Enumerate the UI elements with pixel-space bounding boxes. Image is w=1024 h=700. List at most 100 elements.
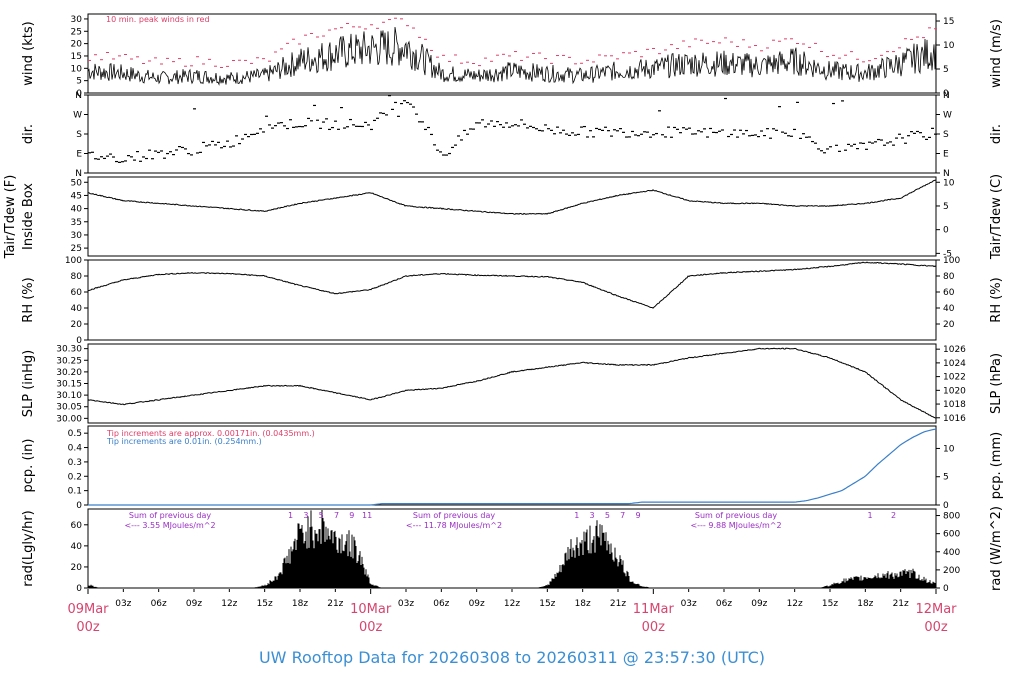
x-day-label-time: 00z bbox=[76, 620, 100, 635]
x-tick-label: 12z bbox=[221, 599, 237, 609]
y-tick-label-right: N bbox=[943, 169, 950, 179]
y-axis-label-left: Inside Box bbox=[21, 183, 36, 250]
footer-title: UW Rooftop Data for 20260308 to 20260311… bbox=[258, 648, 766, 667]
y-tick-label-left: 0.1 bbox=[68, 487, 82, 497]
x-day-label-date: 10Mar bbox=[350, 602, 392, 617]
y-axis-label-left: SLP (inHg) bbox=[21, 350, 36, 418]
precip-accum-line bbox=[88, 428, 937, 506]
y-tick-label-right: 400 bbox=[943, 548, 960, 558]
y-tick-label-right: N bbox=[943, 91, 950, 101]
x-tick-label: 09z bbox=[751, 599, 767, 609]
y-tick-label-left: 25 bbox=[71, 244, 82, 254]
precip-legend-tip: Tip increments are 0.01in. (0.254mm.) bbox=[106, 437, 262, 446]
y-tick-label-left: 30.10 bbox=[56, 391, 82, 401]
daily-sum-note-title: Sum of previous day bbox=[413, 511, 495, 520]
y-tick-label-left: 0 bbox=[76, 336, 82, 346]
y-tick-label-right: 200 bbox=[943, 566, 960, 576]
panel-frame-rh bbox=[87, 259, 937, 341]
x-tick-label: 15z bbox=[822, 599, 838, 609]
y-axis-label-right: SLP (hPa) bbox=[989, 353, 1004, 414]
x-tick-label: 06z bbox=[433, 599, 449, 609]
y-tick-label-right: 10 bbox=[943, 178, 955, 188]
y-tick-label-left: 25 bbox=[71, 27, 82, 37]
y-tick-label-left: 0 bbox=[76, 89, 82, 99]
y-tick-label-left: 20 bbox=[71, 563, 83, 573]
y-axis-label-left: dir. bbox=[21, 124, 36, 144]
y-tick-label-right: 1018 bbox=[943, 400, 966, 410]
y-tick-label-left: 40 bbox=[71, 304, 83, 314]
y-axis-label-left: Tair/Tdew (F) bbox=[3, 175, 18, 260]
daily-sum-note-value: <--- 3.55 MJoules/m^2 bbox=[124, 521, 215, 530]
x-tick-label: 09z bbox=[186, 599, 202, 609]
x-tick-label: 12z bbox=[504, 599, 520, 609]
y-tick-label-left: E bbox=[76, 150, 82, 160]
y-tick-label-left: 40 bbox=[71, 205, 83, 215]
y-tick-label-left: 60 bbox=[71, 288, 83, 298]
y-tick-label-left: 30.00 bbox=[56, 414, 82, 424]
y-tick-label-right: 1020 bbox=[943, 386, 966, 396]
y-tick-label-left: 5 bbox=[76, 77, 82, 87]
y-axis-label-left: RH (%) bbox=[21, 277, 36, 322]
y-tick-label-left: 0.2 bbox=[68, 472, 82, 482]
y-tick-label-right: 40 bbox=[943, 304, 955, 314]
slp-line bbox=[87, 347, 937, 419]
y-tick-label-left: 60 bbox=[71, 521, 83, 531]
x-day-label-date: 12Mar bbox=[915, 602, 957, 617]
x-tick-label: 03z bbox=[398, 599, 414, 609]
y-tick-label-right: 5 bbox=[943, 473, 949, 483]
y-tick-label-left: 0.4 bbox=[68, 444, 83, 454]
y-tick-label-right: 10 bbox=[943, 41, 955, 51]
y-tick-label-right: 60 bbox=[943, 288, 955, 298]
y-axis-label-right: pcp. (mm) bbox=[989, 432, 1004, 499]
y-tick-label-right: 15 bbox=[943, 17, 954, 27]
y-tick-label-left: 20 bbox=[71, 320, 83, 330]
y-tick-label-left: 20 bbox=[71, 40, 83, 50]
hour-mark-label: 11 bbox=[362, 511, 372, 520]
temperature-line bbox=[88, 179, 937, 215]
panel-frame-wind bbox=[87, 13, 937, 94]
y-axis-label-left: rad(Lgly/hr) bbox=[21, 510, 36, 586]
y-tick-label-right: 0 bbox=[943, 584, 949, 594]
y-tick-label-right: 10 bbox=[943, 444, 955, 454]
x-tick-label: 18z bbox=[292, 599, 308, 609]
panel-frame-temperature bbox=[87, 176, 937, 257]
y-tick-label-left: 80 bbox=[71, 272, 83, 282]
y-tick-label-left: W bbox=[73, 111, 82, 121]
x-tick-label: 12z bbox=[787, 599, 803, 609]
y-tick-label-left: 15 bbox=[71, 52, 82, 62]
daily-sum-note-value: <--- 9.88 MJoules/m^2 bbox=[690, 521, 781, 530]
precip-legend-approx: Tip increments are approx. 0.00171in. (0… bbox=[106, 429, 315, 438]
y-tick-label-right: -5 bbox=[943, 249, 952, 259]
x-tick-label: 21z bbox=[893, 599, 909, 609]
y-tick-label-right: E bbox=[943, 150, 949, 160]
y-axis-label-right: wind (m/s) bbox=[989, 19, 1004, 88]
y-tick-label-right: W bbox=[943, 111, 952, 121]
y-tick-label-left: 0 bbox=[76, 501, 82, 511]
hour-mark-label: 1 bbox=[288, 511, 293, 520]
hour-mark-label: 2 bbox=[891, 511, 896, 520]
y-tick-label-right: 5 bbox=[943, 65, 949, 75]
y-tick-label-right: 0 bbox=[943, 501, 949, 511]
y-tick-label-left: 40 bbox=[71, 542, 83, 552]
y-tick-label-right: 0 bbox=[943, 226, 949, 236]
y-tick-label-right: 5 bbox=[943, 202, 949, 212]
y-axis-label-right: Tair/Tdew (C) bbox=[989, 174, 1004, 260]
y-tick-label-right: 20 bbox=[943, 320, 955, 330]
y-tick-label-right: 80 bbox=[943, 272, 955, 282]
y-tick-label-left: 30.20 bbox=[56, 368, 82, 378]
y-axis-label-right: RH (%) bbox=[989, 277, 1004, 322]
y-axis-label-left: pcp. (in) bbox=[21, 439, 36, 493]
y-tick-label-left: S bbox=[76, 130, 82, 140]
y-tick-label-left: 30.05 bbox=[56, 403, 82, 413]
peak-wind-annotation: 10 min. peak winds in red bbox=[106, 15, 210, 24]
y-tick-label-left: 10 bbox=[71, 64, 83, 74]
y-tick-label-right: S bbox=[943, 130, 949, 140]
y-tick-label-right: 1026 bbox=[943, 345, 966, 355]
x-tick-label: 15z bbox=[539, 599, 555, 609]
x-day-label-date: 11Mar bbox=[633, 602, 675, 617]
panel-frame-slp bbox=[87, 343, 937, 424]
y-tick-label-left: 0.3 bbox=[68, 458, 82, 468]
panel-frame-precip bbox=[87, 425, 937, 506]
y-tick-label-right: 1016 bbox=[943, 414, 966, 424]
